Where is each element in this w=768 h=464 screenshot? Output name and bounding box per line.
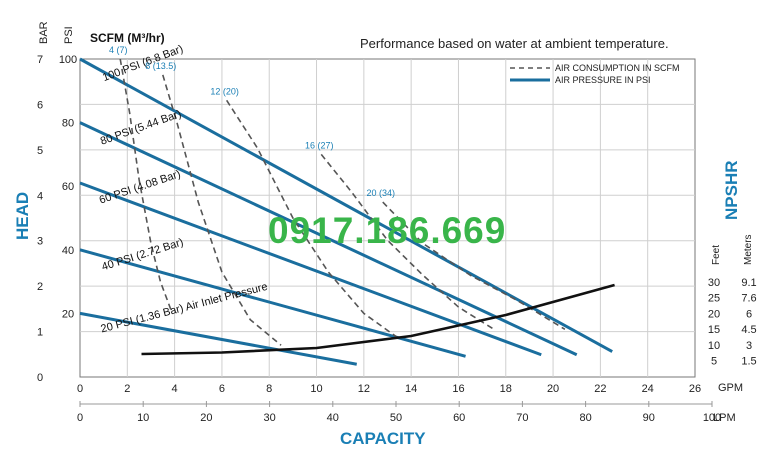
- npshr-meters-label: Meters: [743, 234, 754, 265]
- x-tick-lpm: 90: [643, 412, 655, 424]
- legend-air-consumption: AIR CONSUMPTION IN SCFM: [555, 63, 680, 73]
- pressure-line: [79, 181, 542, 357]
- consumption-line: [162, 74, 282, 346]
- y-tick-psi: 80: [62, 118, 74, 130]
- x-tick-lpm: 20: [200, 412, 212, 424]
- y-tick-psi: 40: [62, 245, 74, 257]
- y-tick-psi: 20: [62, 308, 74, 320]
- y-tick-psi: 100: [59, 54, 77, 66]
- x-tick-lpm: 0: [77, 412, 83, 424]
- x-tick-lpm: 50: [390, 412, 402, 424]
- npshr-tick-feet: 30: [708, 277, 720, 289]
- pressure-label: 20 PSI (1.36 Bar) Air Inlet Pressure: [100, 281, 269, 336]
- scfm-axis-label: SCFM (M³/hr): [90, 31, 165, 45]
- npshr-tick-meters: 7.6: [741, 293, 756, 305]
- consumption-line: [320, 153, 495, 330]
- x-tick-gpm: 14: [405, 383, 417, 395]
- npshr-tick-feet: 10: [708, 340, 720, 352]
- capacity-axis-title: CAPACITY: [340, 429, 426, 448]
- x-tick-lpm: 30: [263, 412, 275, 424]
- y-tick-psi: 60: [62, 181, 74, 193]
- pressure-line: [79, 248, 466, 358]
- x-tick-gpm: 10: [310, 383, 322, 395]
- npshr-tick-meters: 1.5: [741, 356, 756, 368]
- x-tick-lpm: 10: [137, 412, 149, 424]
- npshr-tick-feet: 25: [708, 293, 720, 305]
- pressure-label: 80 PSI (5.44 Bar): [99, 108, 183, 148]
- x-tick-gpm: 24: [642, 383, 654, 395]
- legend-air-pressure: AIR PRESSURE IN PSI: [555, 75, 651, 85]
- x-tick-gpm: 22: [594, 383, 606, 395]
- y-tick-bar: 5: [37, 145, 43, 157]
- x-tick-gpm: 20: [547, 383, 559, 395]
- npshr-tick-feet: 15: [708, 324, 720, 336]
- npshr-tick-feet: 20: [708, 308, 720, 320]
- npshr-tick-feet: 5: [711, 356, 717, 368]
- x-tick-gpm: 0: [77, 383, 83, 395]
- consumption-label: 12 (20): [210, 86, 239, 96]
- consumption-line: [119, 58, 173, 314]
- consumption-label: 16 (27): [305, 140, 334, 150]
- pressure-line: [79, 57, 613, 353]
- npshr-tick-meters: 6: [746, 308, 752, 320]
- phone-watermark: 0917.186.669: [268, 210, 506, 251]
- consumption-label: 20 (34): [367, 188, 396, 198]
- x-tick-gpm: 4: [172, 383, 178, 395]
- chart-legend: AIR CONSUMPTION IN SCFM AIR PRESSURE IN …: [510, 63, 680, 85]
- npshr-line: [141, 283, 615, 356]
- x-tick-gpm: 26: [689, 383, 701, 395]
- x-tick-lpm: 100: [703, 412, 721, 424]
- npshr-axis-title: NPSHR: [722, 160, 741, 220]
- x-tick-lpm: 70: [516, 412, 528, 424]
- npshr-feet-label: Feet: [711, 245, 722, 265]
- x-tick-gpm: 12: [358, 383, 370, 395]
- y-tick-bar: 3: [37, 236, 43, 248]
- psi-unit-label: PSI: [63, 26, 75, 44]
- consumption-line: [225, 99, 400, 340]
- bar-unit-label: BAR: [38, 21, 50, 44]
- chart-note: Performance based on water at ambient te…: [360, 36, 669, 51]
- consumption-label: 8 (13.5): [145, 61, 176, 71]
- plot-frame: [79, 58, 696, 378]
- lpm-unit-label: LPM: [713, 412, 736, 424]
- y-tick-bar: 6: [37, 99, 43, 111]
- y-tick-bar: 4: [37, 190, 43, 202]
- x-tick-gpm: 18: [500, 383, 512, 395]
- x-tick-gpm: 6: [219, 383, 225, 395]
- x-tick-lpm: 80: [579, 412, 591, 424]
- x-tick-gpm: 8: [266, 383, 272, 395]
- x-tick-gpm: 16: [452, 383, 464, 395]
- y-tick-bar: 0: [37, 372, 43, 384]
- head-axis-title: HEAD: [13, 192, 32, 240]
- x-tick-gpm: 2: [124, 383, 130, 395]
- npshr-tick-meters: 9.1: [741, 277, 756, 289]
- x-tick-lpm: 40: [327, 412, 339, 424]
- consumption-label: 4 (7): [109, 45, 128, 55]
- y-tick-bar: 1: [37, 327, 43, 339]
- pressure-line: [79, 121, 578, 357]
- consumption-line: [382, 201, 566, 330]
- npshr-tick-meters: 4.5: [741, 324, 756, 336]
- y-tick-bar: 7: [37, 54, 43, 66]
- gpm-unit-label: GPM: [718, 382, 743, 394]
- npshr-tick-meters: 3: [746, 340, 752, 352]
- x-tick-lpm: 60: [453, 412, 465, 424]
- pressure-line: [79, 311, 358, 366]
- y-tick-bar: 2: [37, 281, 43, 293]
- pressure-label: 60 PSI (4.08 Bar): [98, 168, 182, 206]
- chart-series: [79, 57, 615, 366]
